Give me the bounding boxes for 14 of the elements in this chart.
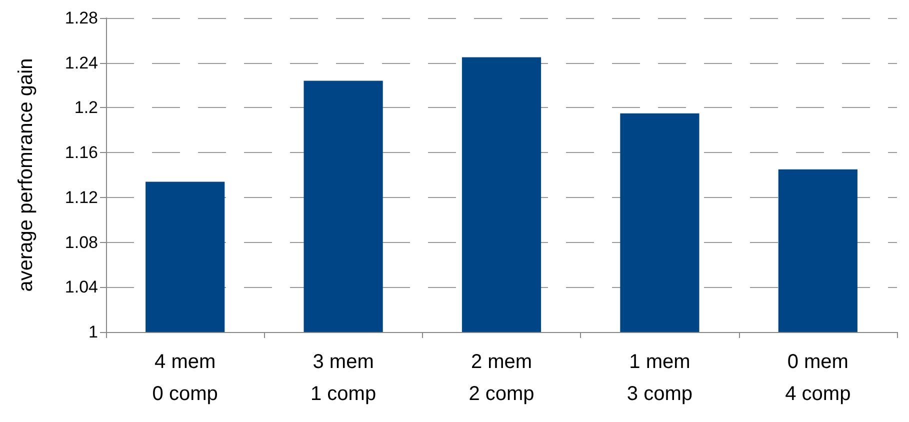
y-tick-label: 1.24 bbox=[64, 53, 98, 72]
x-tick-label: 0 mem 4 comp bbox=[785, 351, 851, 405]
y-tick-label: 1.16 bbox=[64, 143, 98, 162]
x-tick-label: 3 mem 1 comp bbox=[310, 351, 376, 405]
y-tick-label: 1.2 bbox=[74, 98, 98, 118]
y-tick-label: 1.28 bbox=[64, 8, 98, 28]
x-tick-label: 4 mem 0 comp bbox=[152, 351, 218, 405]
y-tick-label: 1 bbox=[88, 322, 98, 342]
y-axis-title: average perfomrance gain bbox=[15, 58, 37, 292]
y-tick-label: 1.04 bbox=[64, 278, 98, 297]
y-tick-label: 1.08 bbox=[64, 232, 98, 252]
y-tick-label: 1.12 bbox=[64, 188, 98, 207]
x-tick-label: 1 mem 3 comp bbox=[626, 351, 692, 405]
x-tick-label: 2 mem 2 comp bbox=[468, 351, 534, 405]
